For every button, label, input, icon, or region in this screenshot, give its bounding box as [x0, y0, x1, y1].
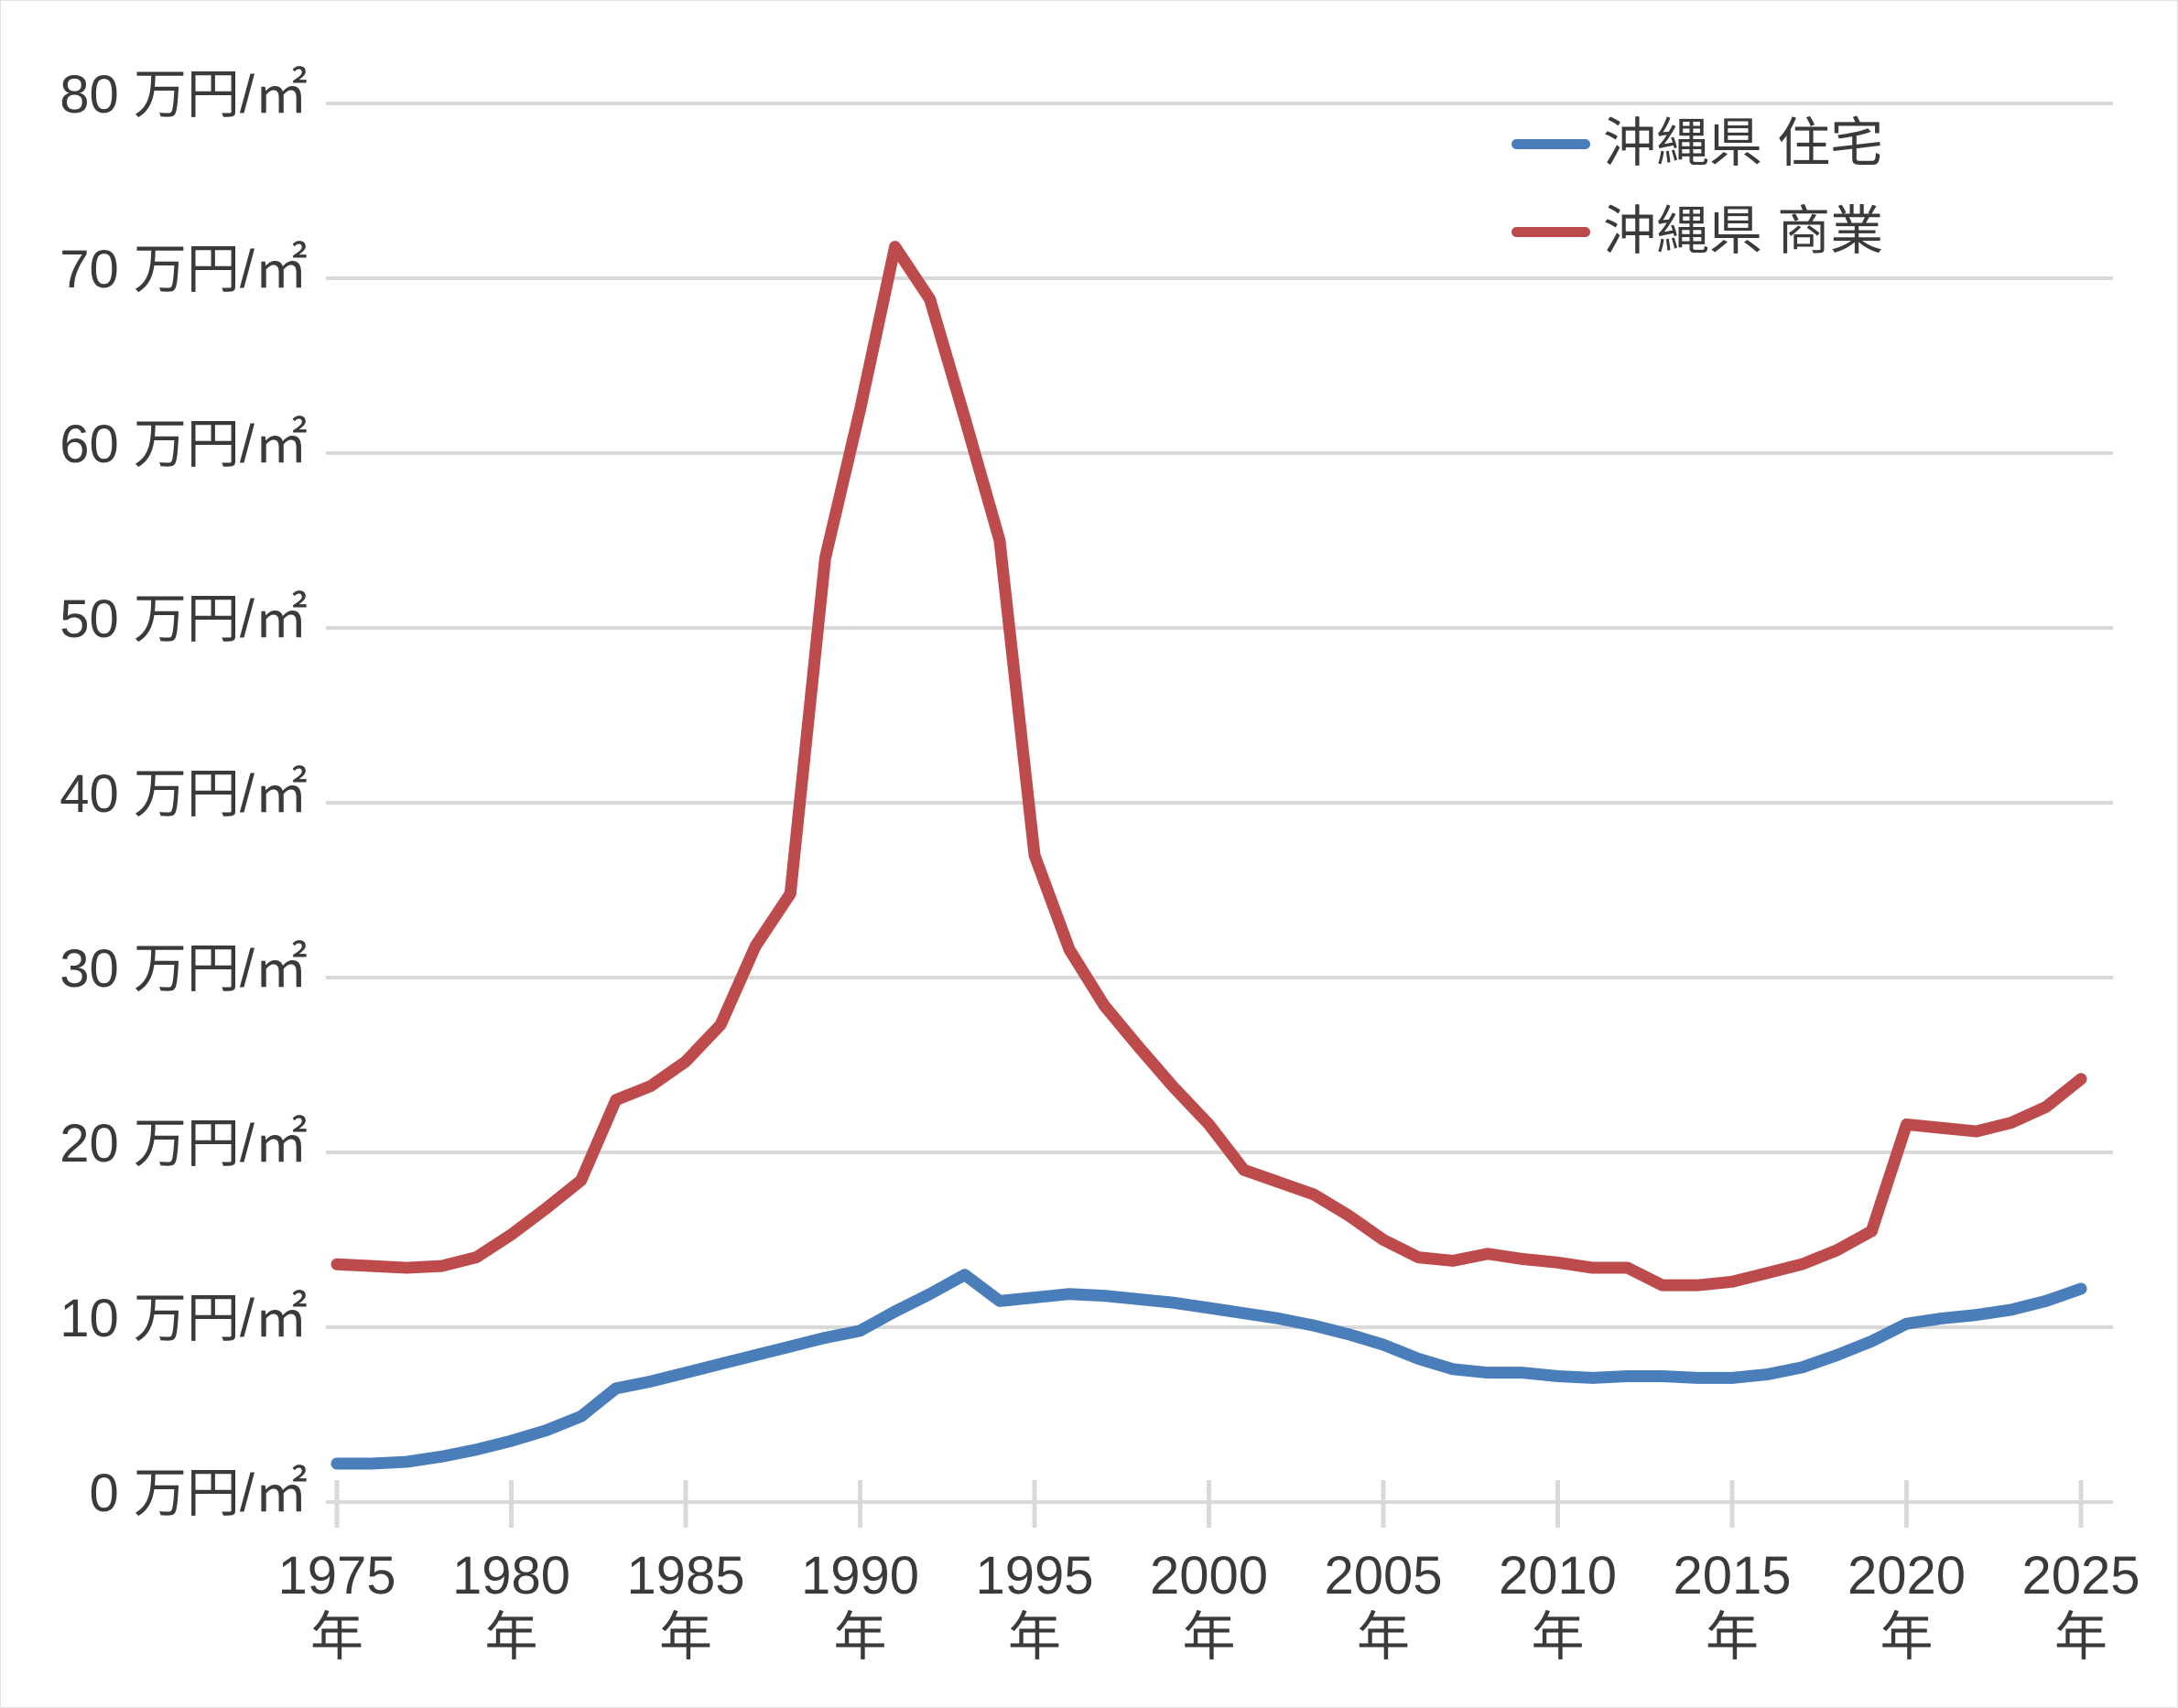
x-axis-label-year: 2015	[1673, 1546, 1792, 1605]
x-axis-label-year: 2005	[1324, 1546, 1443, 1605]
x-axis-label: 2015 年	[1631, 1546, 1833, 1668]
x-axis-label-year: 1985	[626, 1546, 745, 1605]
x-axis-label-suffix: 年	[309, 1606, 363, 1667]
x-axis-label-year: 2000	[1149, 1546, 1269, 1605]
x-axis-label: 1980 年	[411, 1546, 612, 1668]
x-axis-label-year: 1980	[451, 1546, 571, 1605]
x-axis-label-year: 2025	[2021, 1546, 2140, 1605]
x-axis-label-year: 1995	[975, 1546, 1094, 1605]
legend-label: 沖縄県 商業	[1603, 201, 1884, 261]
x-axis-label: 1990 年	[760, 1546, 961, 1668]
legend: 沖縄県 住宅 沖縄県 商業	[1512, 100, 1988, 276]
x-axis-label-suffix: 年	[484, 1606, 538, 1667]
y-axis-label: 40 万円/㎡	[60, 764, 308, 824]
x-axis-label: 1975 年	[236, 1546, 438, 1668]
legend-item[interactable]: 沖縄県 住宅	[1512, 100, 1988, 188]
x-axis-label-suffix: 年	[1356, 1606, 1410, 1667]
x-axis-label: 2025 年	[1980, 1546, 2177, 1668]
y-axis-label: 50 万円/㎡	[60, 589, 308, 649]
x-axis-label-suffix: 年	[1182, 1606, 1236, 1667]
x-axis-label-suffix: 年	[1007, 1606, 1061, 1667]
legend-label: 沖縄県 住宅	[1603, 114, 1884, 173]
x-axis-label-suffix: 年	[2053, 1606, 2108, 1667]
y-axis-label: 20 万円/㎡	[60, 1114, 308, 1173]
gridlines	[326, 102, 2113, 1504]
legend-item[interactable]: 沖縄県 商業	[1512, 188, 1988, 276]
series-line-0	[330, 1269, 2087, 1470]
series-lines	[330, 241, 2087, 1470]
x-axis-label-year: 2020	[1847, 1546, 1967, 1605]
x-axis-label-suffix: 年	[1531, 1606, 1585, 1667]
x-axis-label: 2005 年	[1283, 1546, 1484, 1668]
x-axis-label: 2020 年	[1806, 1546, 2008, 1668]
x-axis-ticks	[334, 1480, 2084, 1528]
y-axis-label: 0 万円/㎡	[89, 1464, 309, 1523]
series-line-1	[330, 241, 2087, 1292]
y-axis-label: 60 万円/㎡	[60, 415, 308, 474]
x-axis-label-suffix: 年	[658, 1606, 712, 1667]
x-axis-label-suffix: 年	[833, 1606, 887, 1667]
x-axis-label-year: 1990	[800, 1546, 920, 1605]
y-axis-label: 30 万円/㎡	[60, 939, 308, 999]
x-axis-label: 1995 年	[934, 1546, 1135, 1668]
x-axis-label-suffix: 年	[1705, 1606, 1759, 1667]
x-axis-label: 1985 年	[585, 1546, 786, 1668]
x-axis-label: 2000 年	[1109, 1546, 1310, 1668]
legend-line-icon	[1512, 226, 1590, 237]
y-axis-label: 80 万円/㎡	[60, 65, 308, 124]
legend-line-icon	[1512, 138, 1590, 149]
y-axis-label: 10 万円/㎡	[60, 1289, 308, 1348]
x-axis-label-year: 1975	[277, 1546, 396, 1605]
x-axis-label-suffix: 年	[1880, 1606, 1934, 1667]
x-axis-label-year: 2010	[1498, 1546, 1618, 1605]
y-axis-label: 70 万円/㎡	[60, 240, 308, 299]
x-axis-label: 2010 年	[1457, 1546, 1659, 1668]
